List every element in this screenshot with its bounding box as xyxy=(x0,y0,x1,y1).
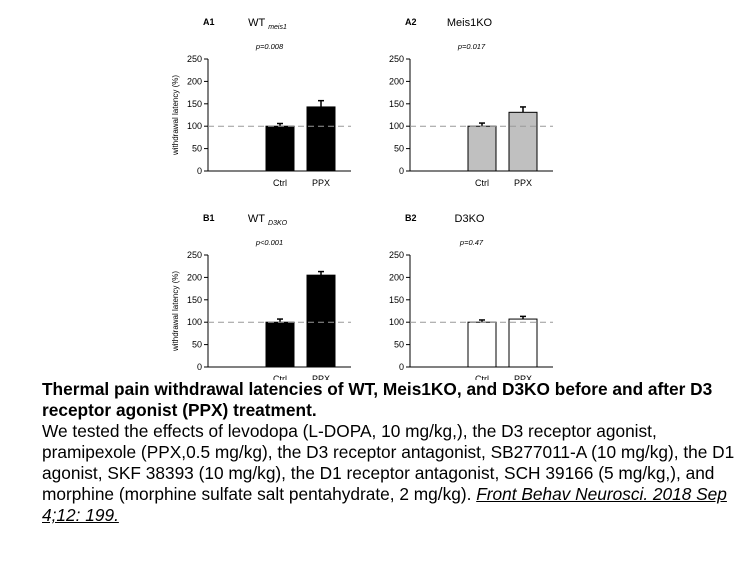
panel-title-a1: WT meis1 xyxy=(248,17,287,31)
p-value-a1: p=0.008 xyxy=(255,42,284,51)
x-tick-label-a1-ppx: PPX xyxy=(312,178,330,188)
y-tick-label-b2-250: 250 xyxy=(389,250,404,260)
y-tick-label-b2-0: 0 xyxy=(399,362,404,372)
y-tick-label-a1-150: 150 xyxy=(187,99,202,109)
x-tick-label-b1-ppx: PPX xyxy=(312,374,330,380)
bar-a1-ctrl xyxy=(265,125,295,172)
y-tick-label-a1-100: 100 xyxy=(187,121,202,131)
panel-label-b1: B1 xyxy=(203,213,215,223)
bar-b1-ppx xyxy=(306,274,336,368)
p-value-b1: p<0.001 xyxy=(255,238,283,247)
caption-title: Thermal pain withdrawal latencies of WT,… xyxy=(42,379,713,420)
y-tick-label-a2-0: 0 xyxy=(399,166,404,176)
citation-link[interactable]: Front Behav Neurosci. 2018 Sep 4;12: 199… xyxy=(42,484,727,525)
x-tick-label-a2-ctrl: Ctrl xyxy=(475,178,489,188)
panel-label-b2: B2 xyxy=(405,213,417,223)
x-tick-label-b2-ctrl: Ctrl xyxy=(475,374,489,380)
y-axis-label-a1: withdrawal latency (%) xyxy=(171,75,180,156)
y-tick-label-b1-200: 200 xyxy=(187,272,202,282)
x-tick-label-b2-ppx: PPX xyxy=(514,374,532,380)
panel-title-b1: WT D3KO xyxy=(248,213,288,227)
y-tick-label-b2-50: 50 xyxy=(394,340,404,350)
y-tick-label-b1-100: 100 xyxy=(187,317,202,327)
bar-b1-ctrl xyxy=(265,321,295,368)
y-tick-label-a1-0: 0 xyxy=(197,166,202,176)
bar-b2-ctrl xyxy=(467,321,497,368)
y-tick-label-b1-0: 0 xyxy=(197,362,202,372)
bar-a2-ppx xyxy=(508,111,538,172)
bar-b2-ppx xyxy=(508,318,538,368)
y-tick-label-b1-150: 150 xyxy=(187,295,202,305)
figure-panels: A1 WT meis1 p=0.008 0 50 100 150 200 250 withdrawa… xyxy=(171,17,553,380)
y-tick-label-a2-250: 250 xyxy=(389,54,404,64)
bar-a2-ctrl xyxy=(467,125,497,172)
panel-title-a2: Meis1KO xyxy=(447,17,493,29)
y-tick-label-a2-200: 200 xyxy=(389,76,404,86)
p-value-b2: p=0.47 xyxy=(459,238,484,247)
y-tick-label-a1-200: 200 xyxy=(187,76,202,86)
x-tick-label-a1-ctrl: Ctrl xyxy=(273,178,287,188)
bar-a1-ppx xyxy=(306,106,336,172)
y-tick-label-a2-150: 150 xyxy=(389,99,404,109)
y-tick-label-b1-250: 250 xyxy=(187,250,202,260)
y-tick-label-a1-250: 250 xyxy=(187,54,202,64)
panel-title-b2: D3KO xyxy=(455,213,485,225)
x-tick-label-a2-ppx: PPX xyxy=(514,178,532,188)
y-tick-label-a2-100: 100 xyxy=(389,121,404,131)
y-tick-label-b1-50: 50 xyxy=(192,340,202,350)
y-tick-label-b2-200: 200 xyxy=(389,272,404,282)
panel-label-a2: A2 xyxy=(405,17,417,27)
p-value-a2: p=0.017 xyxy=(457,42,486,51)
y-tick-label-a2-50: 50 xyxy=(394,144,404,154)
figure-caption: Thermal pain withdrawal latencies of WT,… xyxy=(42,379,742,526)
caption-body: We tested the effects of levodopa (L-DOP… xyxy=(42,421,735,504)
y-tick-label-a1-50: 50 xyxy=(192,144,202,154)
y-tick-label-b2-100: 100 xyxy=(389,317,404,327)
y-axis-label-b1: withdrawal latency (%) xyxy=(171,271,180,352)
x-tick-label-b1-ctrl: Ctrl xyxy=(273,374,287,380)
y-tick-label-b2-150: 150 xyxy=(389,295,404,305)
panel-label-a1: A1 xyxy=(203,17,215,27)
